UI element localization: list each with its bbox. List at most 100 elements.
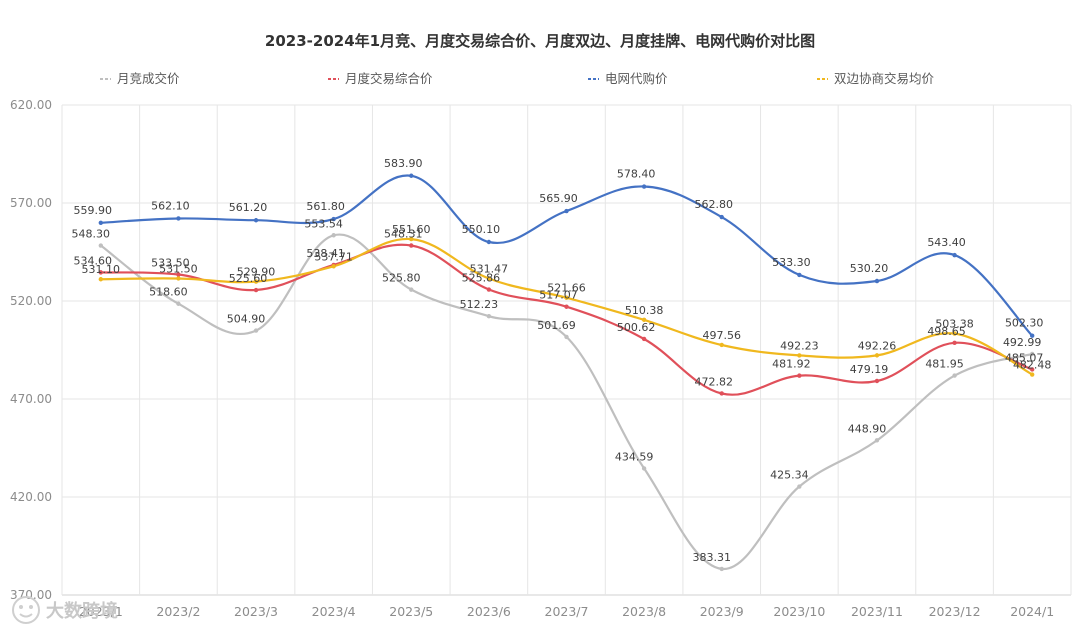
data-point [409, 173, 414, 178]
data-point [253, 218, 259, 223]
data-label: 517.07 [539, 289, 578, 302]
data-point [1029, 351, 1035, 357]
data-point [641, 184, 647, 189]
legend-entry: 月竞成交价 [117, 71, 180, 86]
y-tick-label: 620.00 [10, 98, 52, 112]
data-label: 512.23 [460, 298, 499, 311]
data-label: 492.26 [858, 339, 897, 352]
data-point [874, 438, 880, 443]
data-label: 559.90 [74, 204, 113, 217]
data-point [797, 373, 802, 378]
data-point [641, 466, 647, 471]
data-label: 492.99 [1003, 336, 1042, 349]
data-label: 383.31 [692, 551, 731, 564]
data-label: 479.19 [850, 363, 889, 376]
data-point [98, 270, 104, 275]
x-tick-label: 2023/8 [622, 604, 666, 619]
data-point [797, 353, 802, 358]
data-label: 492.23 [780, 339, 819, 352]
data-point [719, 391, 724, 396]
data-label: 548.31 [384, 228, 423, 241]
data-label: 525.60 [229, 272, 268, 285]
data-label: 538.41 [306, 247, 345, 260]
data-label: 510.38 [625, 304, 664, 317]
data-point [952, 340, 957, 346]
data-point [1029, 372, 1035, 377]
legend-entry: 双边协商交易均价 [834, 71, 935, 86]
data-point [253, 287, 259, 293]
data-label: 583.90 [384, 157, 423, 170]
y-tick-label: 520.00 [10, 294, 52, 308]
data-point [409, 243, 414, 248]
data-label: 530.20 [850, 262, 889, 275]
data-label: 525.80 [382, 272, 421, 285]
data-label: 565.90 [539, 192, 578, 205]
data-label: 553.54 [304, 217, 343, 230]
data-point [874, 353, 880, 358]
data-label: 551.60 [392, 223, 431, 236]
data-label: 448.90 [848, 422, 887, 435]
y-tick-label: 470.00 [10, 392, 52, 406]
data-point [486, 276, 492, 281]
data-label: 562.10 [151, 199, 190, 212]
data-label: 502.30 [1005, 317, 1044, 330]
data-label: 521.66 [547, 282, 586, 295]
legend: 月竞成交价 月度交易综合价 电网代购价 双边协商交易均价 [100, 71, 935, 86]
data-point [797, 272, 802, 278]
data-point [641, 317, 647, 323]
data-label: 472.82 [694, 375, 733, 388]
data-label: 531.47 [470, 263, 509, 276]
chart-title: 2023-2024年1月竞、月度交易综合价、月度双边、月度挂牌、电网代购价对比图 [265, 32, 815, 50]
data-label: 543.40 [927, 236, 966, 249]
data-label: 561.20 [229, 201, 268, 214]
data-point [486, 287, 492, 292]
x-tick-label: 2023/10 [773, 604, 825, 619]
data-point [331, 264, 336, 269]
data-label: 529.90 [237, 266, 276, 279]
data-label: 550.10 [462, 223, 501, 236]
data-label: 501.69 [537, 319, 576, 332]
data-point [797, 484, 802, 489]
y-axis: 620.00 570.00 520.00 470.00 420.00 370.00 [10, 98, 52, 602]
x-tick-label: 2024/1 [1010, 604, 1054, 619]
data-label: 425.34 [770, 469, 809, 482]
data-label: 533.50 [151, 257, 190, 270]
x-tick-label: 2023/1 [79, 604, 123, 619]
data-label: 578.40 [617, 168, 656, 181]
data-point [409, 236, 414, 242]
series-lines [99, 174, 1034, 571]
x-tick-label: 2023/12 [929, 604, 981, 619]
watermark-text: 大数跨境 [46, 600, 118, 622]
data-point [564, 295, 569, 300]
data-label: 561.80 [306, 200, 345, 213]
data-point [486, 314, 492, 319]
legend-entry: 电网代购价 [605, 71, 668, 86]
watermark: 大数跨境 [12, 596, 118, 624]
data-point [98, 220, 104, 225]
grid [61, 104, 1072, 596]
legend-entry: 月度交易综合价 [345, 71, 433, 86]
data-point [1029, 367, 1035, 372]
x-tick-label: 2023/7 [545, 604, 589, 619]
x-tick-label: 2023/2 [156, 604, 200, 619]
data-label: 482.48 [1013, 359, 1052, 372]
data-point [874, 378, 880, 384]
data-point [253, 328, 259, 333]
data-label: 518.60 [149, 286, 188, 299]
data-point [409, 287, 414, 292]
x-tick-label: 2023/5 [389, 604, 433, 619]
data-label: 434.59 [615, 450, 654, 463]
x-tick-label: 2023/4 [312, 604, 356, 619]
data-point [98, 277, 104, 282]
data-point [98, 243, 104, 248]
data-point [176, 276, 181, 281]
data-point [176, 272, 181, 277]
x-tick-label: 2023/11 [851, 604, 903, 619]
y-tick-label: 420.00 [10, 490, 52, 504]
data-label: 485.07 [1005, 351, 1044, 364]
data-label: 537.71 [314, 250, 353, 263]
data-point [719, 342, 724, 348]
y-tick-label: 370.00 [10, 588, 52, 602]
data-point [331, 233, 336, 238]
